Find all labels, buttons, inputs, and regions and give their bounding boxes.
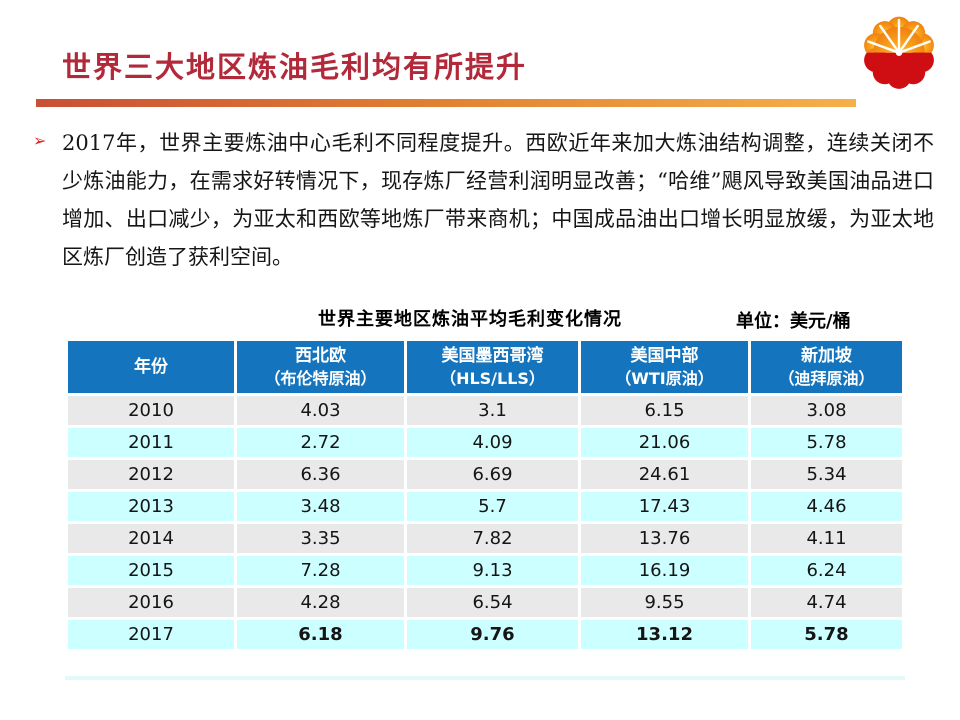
year-cell: 2011 [68, 428, 234, 457]
value-cell: 9.76 [407, 620, 578, 649]
value-cell: 17.43 [581, 492, 748, 521]
value-cell: 4.09 [407, 428, 578, 457]
table-title: 世界主要地区炼油平均毛利变化情况 [318, 309, 622, 330]
value-cell: 21.06 [581, 428, 748, 457]
year-cell: 2016 [68, 588, 234, 617]
value-cell: 3.48 [237, 492, 404, 521]
year-cell: 2010 [68, 396, 234, 425]
table-row-2017: 2017 6.18 9.76 13.12 5.78 [68, 620, 902, 649]
paragraph-text: 2017年，世界主要炼油中心毛利不同程度提升。西欧近年来加大炼油结构调整，连续关… [62, 131, 934, 269]
value-cell: 16.19 [581, 556, 748, 585]
value-cell: 3.08 [751, 396, 902, 425]
column-header-3: 美国中部 （WTI原油） [581, 341, 748, 393]
table-body: 2010 4.03 3.1 6.15 3.08 2011 2.72 4.09 21.06 5.78… [68, 396, 902, 649]
value-cell: 9.55 [581, 588, 748, 617]
value-cell: 4.11 [751, 524, 902, 553]
table-row-2015: 2015 7.28 9.13 16.19 6.24 [68, 556, 902, 585]
table-row-2016: 2016 4.28 6.54 9.55 4.74 [68, 588, 902, 617]
table-row-2010: 2010 4.03 3.1 6.15 3.08 [68, 396, 902, 425]
value-cell: 6.24 [751, 556, 902, 585]
value-cell: 13.76 [581, 524, 748, 553]
value-cell: 7.82 [407, 524, 578, 553]
table-row-2011: 2011 2.72 4.09 21.06 5.78 [68, 428, 902, 457]
value-cell: 7.28 [237, 556, 404, 585]
value-cell: 24.61 [581, 460, 748, 489]
title-underline-bar [36, 99, 856, 107]
petrochina-logo-icon [856, 8, 942, 94]
value-cell: 4.46 [751, 492, 902, 521]
year-cell: 2015 [68, 556, 234, 585]
value-cell: 9.13 [407, 556, 578, 585]
value-cell: 5.34 [751, 460, 902, 489]
value-cell: 5.78 [751, 620, 902, 649]
table-unit-label: 单位：美元/桶 [736, 311, 851, 332]
value-cell: 4.74 [751, 588, 902, 617]
table-bottom-strip [65, 676, 905, 680]
table-row-2013: 2013 3.48 5.7 17.43 4.46 [68, 492, 902, 521]
year-cell: 2013 [68, 492, 234, 521]
table-head-row: 年份 西北欧 （布伦特原油） 美国墨西哥湾 （HLS/LLS） 美国中部 （WTI原油） 新加… [68, 341, 902, 393]
value-cell: 6.36 [237, 460, 404, 489]
value-cell: 13.12 [581, 620, 748, 649]
column-header-0: 年份 [68, 341, 234, 393]
value-cell: 5.7 [407, 492, 578, 521]
body-paragraph: ➢ 2017年，世界主要炼油中心毛利不同程度提升。西欧近年来加大炼油结构调整，连… [33, 124, 934, 276]
year-cell: 2014 [68, 524, 234, 553]
value-cell: 3.1 [407, 396, 578, 425]
value-cell: 2.72 [237, 428, 404, 457]
table-row-2014: 2014 3.35 7.82 13.76 4.11 [68, 524, 902, 553]
value-cell: 6.69 [407, 460, 578, 489]
value-cell: 5.78 [751, 428, 902, 457]
column-header-1: 西北欧 （布伦特原油） [237, 341, 404, 393]
year-cell: 2012 [68, 460, 234, 489]
value-cell: 3.35 [237, 524, 404, 553]
table-row-2012: 2012 6.36 6.69 24.61 5.34 [68, 460, 902, 489]
bullet-arrow-icon: ➢ [33, 131, 47, 150]
value-cell: 6.18 [237, 620, 404, 649]
column-header-4: 新加坡 （迪拜原油） [751, 341, 902, 393]
value-cell: 4.03 [237, 396, 404, 425]
column-header-2: 美国墨西哥湾 （HLS/LLS） [407, 341, 578, 393]
slide-title: 世界三大地区炼油毛利均有所提升 [62, 50, 528, 84]
value-cell: 6.15 [581, 396, 748, 425]
value-cell: 6.54 [407, 588, 578, 617]
value-cell: 4.28 [237, 588, 404, 617]
refining-margin-table: 年份 西北欧 （布伦特原油） 美国墨西哥湾 （HLS/LLS） 美国中部 （WTI原油） 新加… [65, 338, 905, 652]
year-cell: 2017 [68, 620, 234, 649]
